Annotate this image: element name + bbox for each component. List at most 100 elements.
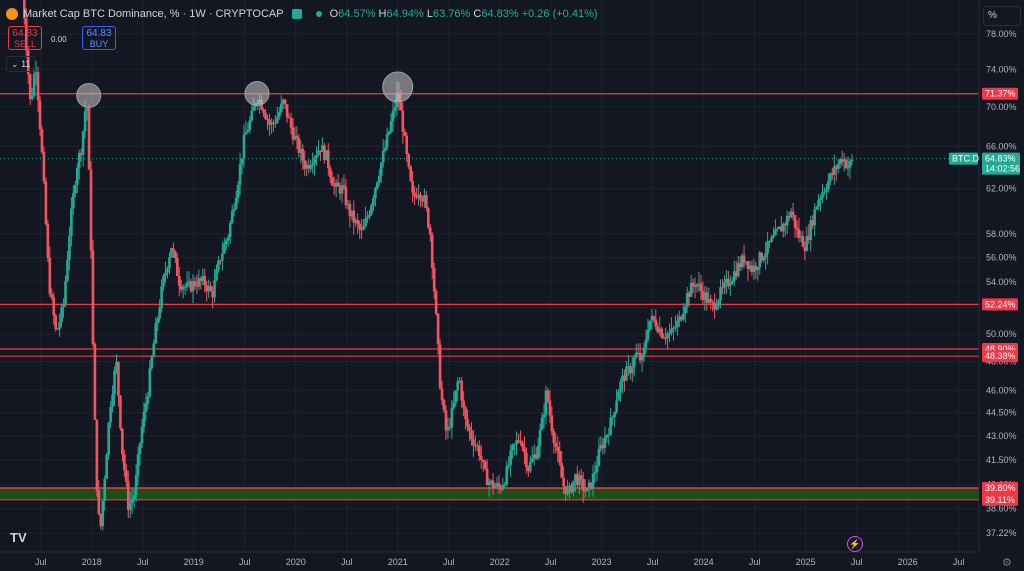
candle-body — [244, 132, 248, 135]
level-price-label: 71.37% — [985, 89, 1016, 99]
candle-body — [205, 285, 209, 292]
candle-body — [448, 426, 452, 428]
candle-body — [174, 251, 177, 259]
candle-body — [836, 164, 840, 170]
candle-body — [768, 240, 771, 242]
candle-body — [193, 281, 197, 286]
level-price-label: 39.11% — [985, 495, 1015, 505]
candle-body — [697, 283, 701, 285]
candle-body — [476, 445, 479, 447]
candle-body — [772, 235, 775, 238]
candle-body — [746, 261, 750, 269]
candle-body — [199, 278, 203, 281]
candle-body — [829, 173, 832, 181]
candle-body — [72, 193, 75, 209]
candle-body — [185, 282, 189, 287]
candle-body — [621, 375, 624, 382]
candle-body — [546, 390, 550, 401]
candle-body — [527, 467, 530, 472]
candle-body — [832, 166, 836, 175]
candle-body — [819, 198, 822, 201]
candle-body — [468, 426, 471, 431]
lightning-icon[interactable]: ⚡ — [847, 536, 863, 552]
candle-body — [38, 100, 42, 130]
candle-body — [507, 464, 511, 467]
candle-body — [119, 395, 122, 429]
candle-body — [425, 195, 428, 208]
candle-body — [705, 292, 709, 303]
x-tick-label: Jul — [749, 557, 761, 567]
candle-body — [42, 152, 46, 182]
candle-body — [299, 148, 303, 153]
candle-body — [440, 388, 444, 401]
candle-body — [389, 121, 393, 132]
candle-body — [264, 112, 267, 119]
x-tick-label: 2026 — [898, 557, 918, 567]
candle-body — [415, 196, 418, 198]
last-price-tag — [982, 152, 1020, 175]
buy-price: 64.83 — [86, 28, 112, 39]
candle-body — [760, 252, 764, 261]
level-price-label: 52.24% — [985, 299, 1016, 309]
indicators-collapse-button[interactable]: ⌄ 11 — [6, 56, 36, 72]
candle-body — [52, 297, 56, 316]
candle-body — [509, 450, 512, 465]
candle-body — [823, 191, 826, 193]
candle-body — [679, 316, 683, 320]
settings-gear-icon[interactable]: ⚙ — [1002, 557, 1012, 569]
candle-body — [466, 419, 469, 427]
candle-body — [789, 211, 793, 218]
candle-body — [123, 454, 126, 471]
candle-body — [803, 246, 807, 251]
candle-body — [172, 248, 175, 252]
last-price-label: 64.83% — [985, 154, 1016, 164]
peak-marker-circle — [76, 82, 102, 108]
candle-body — [446, 426, 450, 431]
candle-body — [538, 429, 542, 447]
candle-body — [77, 152, 81, 168]
peak-marker-circle — [244, 81, 270, 107]
candle-body — [795, 227, 799, 230]
y-tick-label: 37.22% — [986, 528, 1017, 538]
candle-body — [124, 470, 128, 482]
candle-body — [748, 265, 752, 269]
candle-body — [140, 427, 144, 444]
candle-body — [295, 135, 299, 138]
candle-body — [287, 117, 291, 119]
candle-body — [75, 167, 79, 185]
candle-body — [719, 287, 722, 301]
candle-body — [240, 158, 244, 165]
candle-body — [691, 282, 695, 287]
scale-mode-button[interactable]: % — [983, 6, 1021, 26]
candle-body — [687, 292, 691, 297]
candle-body — [536, 446, 540, 459]
candle-body — [428, 227, 432, 235]
candle-body — [589, 482, 593, 489]
buy-button[interactable]: 64.83 BUY — [82, 26, 116, 50]
candle-body — [191, 281, 195, 292]
symbol-title[interactable]: Market Cap BTC Dominance, % · 1W · CRYPT… — [23, 8, 284, 20]
candle-body — [201, 275, 205, 281]
market-status-icon — [315, 11, 322, 17]
candle-body — [230, 210, 234, 223]
sell-button[interactable]: 64.83 SELL — [8, 26, 42, 50]
tradingview-logo-icon[interactable]: TV — [10, 530, 27, 545]
candle-body — [532, 454, 536, 459]
candle-body — [534, 454, 538, 459]
candle-body — [817, 200, 820, 207]
x-tick-label: 2022 — [490, 557, 510, 567]
x-tick-label: 2019 — [184, 557, 204, 567]
candle-body — [338, 186, 342, 194]
candle-body — [560, 463, 563, 478]
flag-icon[interactable] — [291, 9, 302, 19]
candle-body — [801, 236, 805, 247]
candle-body — [368, 214, 371, 217]
candle-body — [815, 206, 818, 210]
candle-body — [58, 322, 61, 329]
candle-body — [564, 486, 567, 495]
candle-body — [160, 286, 163, 309]
candle-body — [187, 281, 191, 283]
x-tick-label: 2023 — [592, 557, 612, 567]
